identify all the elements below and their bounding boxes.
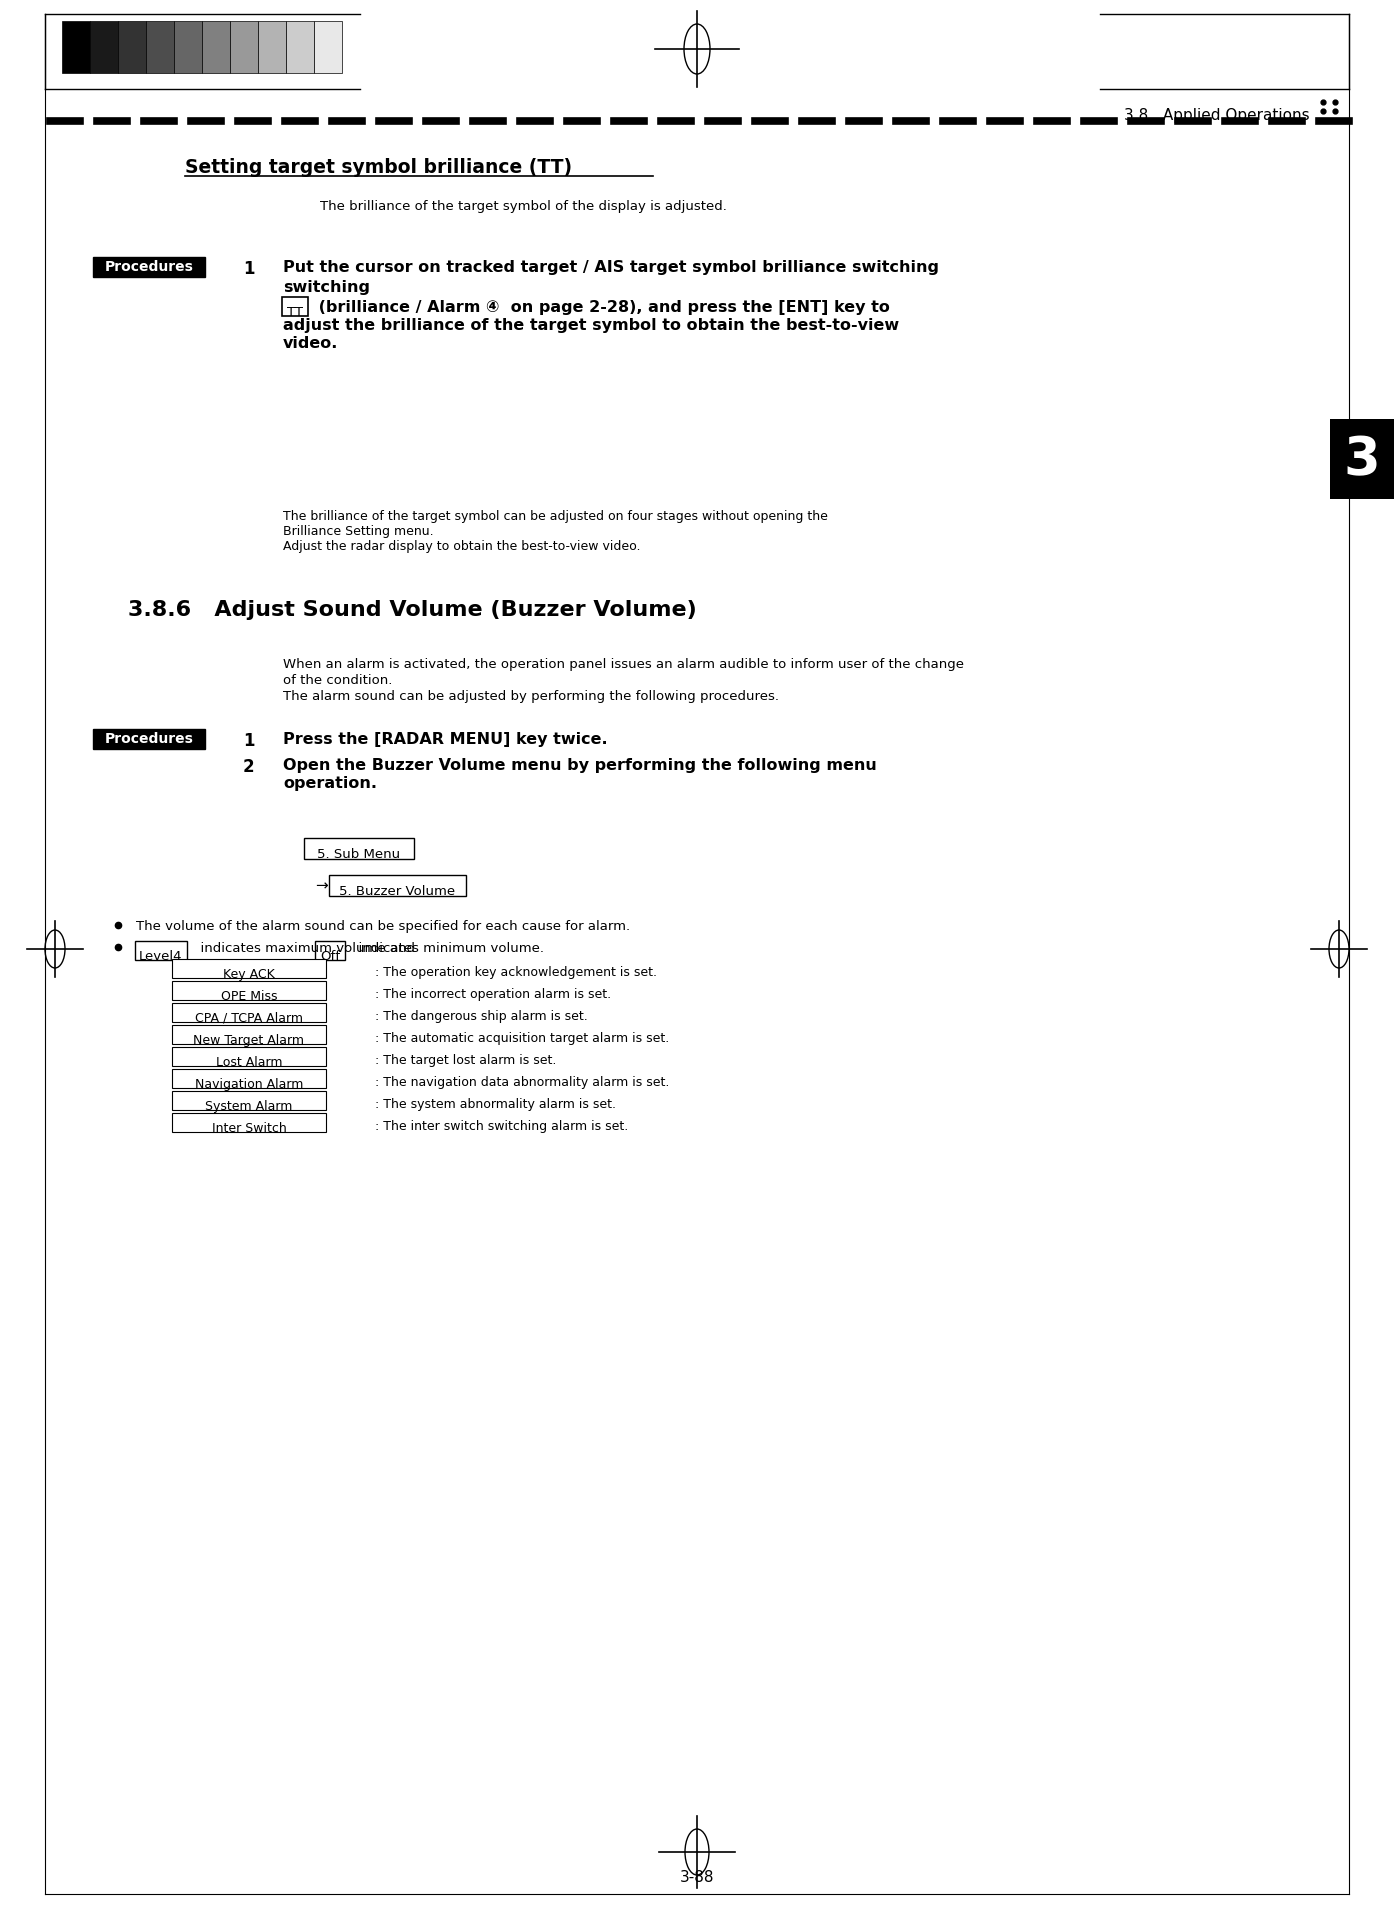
Text: Procedures: Procedures — [105, 732, 194, 746]
Text: Lost Alarm: Lost Alarm — [216, 1055, 282, 1068]
Text: : The inter switch switching alarm is set.: : The inter switch switching alarm is se… — [375, 1119, 629, 1133]
Text: : The dangerous ship alarm is set.: : The dangerous ship alarm is set. — [375, 1009, 588, 1022]
Text: Press the [RADAR MENU] key twice.: Press the [RADAR MENU] key twice. — [283, 732, 608, 748]
Text: indicates minimum volume.: indicates minimum volume. — [350, 942, 544, 955]
Text: When an alarm is activated, the operation panel issues an alarm audible to infor: When an alarm is activated, the operatio… — [283, 658, 965, 671]
FancyBboxPatch shape — [171, 1026, 326, 1045]
Text: OPE Miss: OPE Miss — [220, 990, 277, 1003]
Text: 3.8.6   Adjust Sound Volume (Buzzer Volume): 3.8.6 Adjust Sound Volume (Buzzer Volume… — [128, 599, 697, 620]
FancyBboxPatch shape — [171, 1070, 326, 1089]
Text: 1: 1 — [243, 732, 255, 749]
Text: 3: 3 — [1344, 433, 1380, 486]
Text: : The system abnormality alarm is set.: : The system abnormality alarm is set. — [375, 1097, 616, 1110]
Text: Level4: Level4 — [139, 950, 183, 963]
FancyBboxPatch shape — [171, 1047, 326, 1066]
Text: Off: Off — [321, 950, 340, 963]
Bar — [91, 23, 118, 74]
FancyBboxPatch shape — [329, 875, 466, 896]
Text: : The automatic acquisition target alarm is set.: : The automatic acquisition target alarm… — [375, 1032, 669, 1045]
Text: : The incorrect operation alarm is set.: : The incorrect operation alarm is set. — [375, 988, 611, 1001]
Text: : The operation key acknowledgement is set.: : The operation key acknowledgement is s… — [375, 965, 657, 978]
Bar — [286, 23, 314, 74]
FancyBboxPatch shape — [282, 297, 308, 317]
Text: 3.8   Applied Operations: 3.8 Applied Operations — [1125, 109, 1310, 122]
Text: The brilliance of the target symbol of the display is adjusted.: The brilliance of the target symbol of t… — [321, 200, 726, 214]
Text: TT: TT — [287, 305, 302, 318]
Text: (brilliance / Alarm ④  on page 2-28), and press the [ENT] key to: (brilliance / Alarm ④ on page 2-28), and… — [314, 299, 889, 315]
Bar — [1330, 420, 1394, 500]
Bar — [174, 23, 202, 74]
Text: The alarm sound can be adjusted by performing the following procedures.: The alarm sound can be adjusted by perfo… — [283, 690, 779, 702]
Text: of the condition.: of the condition. — [283, 673, 392, 687]
Text: Adjust the radar display to obtain the best-to-view video.: Adjust the radar display to obtain the b… — [283, 540, 640, 553]
Text: video.: video. — [283, 336, 339, 351]
Bar — [146, 23, 174, 74]
Text: Open the Buzzer Volume menu by performing the following menu: Open the Buzzer Volume menu by performin… — [283, 757, 877, 772]
Text: indicates maximum volume and: indicates maximum volume and — [192, 942, 424, 955]
Bar — [258, 23, 286, 74]
Text: 3-88: 3-88 — [680, 1869, 714, 1884]
Text: Put the cursor on tracked target / AIS target symbol brilliance switching: Put the cursor on tracked target / AIS t… — [283, 259, 940, 275]
Text: : The target lost alarm is set.: : The target lost alarm is set. — [375, 1053, 556, 1066]
Text: operation.: operation. — [283, 776, 376, 791]
FancyBboxPatch shape — [171, 1114, 326, 1133]
FancyBboxPatch shape — [171, 959, 326, 978]
Text: : The navigation data abnormality alarm is set.: : The navigation data abnormality alarm … — [375, 1076, 669, 1089]
Bar — [230, 23, 258, 74]
Text: Brilliance Setting menu.: Brilliance Setting menu. — [283, 524, 434, 538]
FancyBboxPatch shape — [171, 1003, 326, 1022]
Text: switching: switching — [283, 280, 369, 296]
Text: The volume of the alarm sound can be specified for each cause for alarm.: The volume of the alarm sound can be spe… — [137, 919, 630, 933]
FancyBboxPatch shape — [171, 982, 326, 1001]
Text: The brilliance of the target symbol can be adjusted on four stages without openi: The brilliance of the target symbol can … — [283, 509, 828, 523]
Text: Procedures: Procedures — [105, 259, 194, 275]
Text: Setting target symbol brilliance (TT): Setting target symbol brilliance (TT) — [185, 158, 572, 177]
FancyBboxPatch shape — [135, 942, 187, 961]
Text: Key ACK: Key ACK — [223, 967, 275, 980]
Text: New Target Alarm: New Target Alarm — [194, 1034, 304, 1047]
Text: System Alarm: System Alarm — [205, 1100, 293, 1112]
Text: 2: 2 — [243, 757, 255, 776]
FancyBboxPatch shape — [171, 1091, 326, 1110]
Text: CPA / TCPA Alarm: CPA / TCPA Alarm — [195, 1011, 302, 1024]
Text: 5. Sub Menu: 5. Sub Menu — [318, 847, 400, 860]
Bar — [118, 23, 146, 74]
Text: 5. Buzzer Volume: 5. Buzzer Volume — [339, 885, 454, 898]
Text: →: → — [315, 877, 328, 892]
Bar — [202, 23, 230, 74]
Text: 1: 1 — [243, 259, 255, 278]
FancyBboxPatch shape — [315, 942, 344, 961]
Bar — [93, 730, 205, 749]
Bar — [61, 23, 91, 74]
Bar — [314, 23, 342, 74]
Text: Navigation Alarm: Navigation Alarm — [195, 1077, 302, 1091]
Text: Inter Switch: Inter Switch — [212, 1121, 286, 1135]
Bar — [93, 257, 205, 278]
Text: adjust the brilliance of the target symbol to obtain the best-to-view: adjust the brilliance of the target symb… — [283, 318, 899, 334]
FancyBboxPatch shape — [304, 839, 414, 860]
